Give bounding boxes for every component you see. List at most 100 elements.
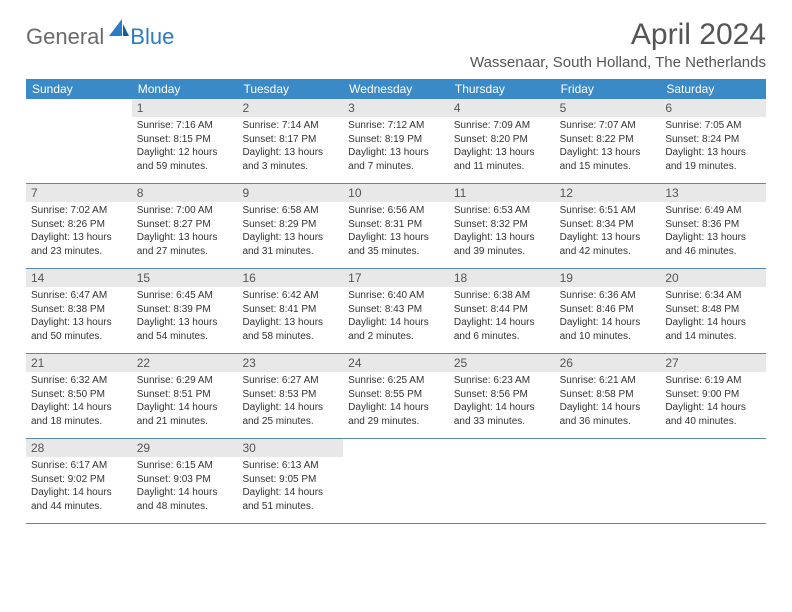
day-number bbox=[660, 439, 766, 457]
location-text: Wassenaar, South Holland, The Netherland… bbox=[470, 54, 766, 71]
day-body: Sunrise: 6:53 AMSunset: 8:32 PMDaylight:… bbox=[449, 202, 555, 264]
day-body: Sunrise: 7:07 AMSunset: 8:22 PMDaylight:… bbox=[555, 117, 661, 179]
day-body: Sunrise: 7:09 AMSunset: 8:20 PMDaylight:… bbox=[449, 117, 555, 179]
day-number: 16 bbox=[237, 269, 343, 287]
day-body: Sunrise: 6:15 AMSunset: 9:03 PMDaylight:… bbox=[132, 457, 238, 519]
day-body: Sunrise: 6:40 AMSunset: 8:43 PMDaylight:… bbox=[343, 287, 449, 349]
week-row: 1Sunrise: 7:16 AMSunset: 8:15 PMDaylight… bbox=[26, 99, 766, 184]
day-number bbox=[26, 99, 132, 117]
day-number: 4 bbox=[449, 99, 555, 117]
day-header-wed: Wednesday bbox=[343, 79, 449, 99]
day-cell: 7Sunrise: 7:02 AMSunset: 8:26 PMDaylight… bbox=[26, 184, 132, 268]
day-number: 24 bbox=[343, 354, 449, 372]
day-number: 28 bbox=[26, 439, 132, 457]
day-number: 26 bbox=[555, 354, 661, 372]
day-body: Sunrise: 6:34 AMSunset: 8:48 PMDaylight:… bbox=[660, 287, 766, 349]
day-number: 2 bbox=[237, 99, 343, 117]
day-cell: 17Sunrise: 6:40 AMSunset: 8:43 PMDayligh… bbox=[343, 269, 449, 353]
day-cell: 1Sunrise: 7:16 AMSunset: 8:15 PMDaylight… bbox=[132, 99, 238, 183]
day-cell: 14Sunrise: 6:47 AMSunset: 8:38 PMDayligh… bbox=[26, 269, 132, 353]
day-header-sat: Saturday bbox=[660, 79, 766, 99]
day-body: Sunrise: 7:05 AMSunset: 8:24 PMDaylight:… bbox=[660, 117, 766, 179]
calendar: Sunday Monday Tuesday Wednesday Thursday… bbox=[26, 79, 766, 524]
day-cell: 24Sunrise: 6:25 AMSunset: 8:55 PMDayligh… bbox=[343, 354, 449, 438]
day-number: 27 bbox=[660, 354, 766, 372]
day-body: Sunrise: 6:19 AMSunset: 9:00 PMDaylight:… bbox=[660, 372, 766, 434]
day-cell: 9Sunrise: 6:58 AMSunset: 8:29 PMDaylight… bbox=[237, 184, 343, 268]
week-row: 14Sunrise: 6:47 AMSunset: 8:38 PMDayligh… bbox=[26, 269, 766, 354]
day-number: 7 bbox=[26, 184, 132, 202]
day-cell: 12Sunrise: 6:51 AMSunset: 8:34 PMDayligh… bbox=[555, 184, 661, 268]
day-cell: 30Sunrise: 6:13 AMSunset: 9:05 PMDayligh… bbox=[237, 439, 343, 523]
day-cell: 23Sunrise: 6:27 AMSunset: 8:53 PMDayligh… bbox=[237, 354, 343, 438]
day-number: 29 bbox=[132, 439, 238, 457]
day-body: Sunrise: 7:02 AMSunset: 8:26 PMDaylight:… bbox=[26, 202, 132, 264]
day-number: 3 bbox=[343, 99, 449, 117]
day-number: 13 bbox=[660, 184, 766, 202]
day-cell: 26Sunrise: 6:21 AMSunset: 8:58 PMDayligh… bbox=[555, 354, 661, 438]
day-number: 17 bbox=[343, 269, 449, 287]
day-cell: 11Sunrise: 6:53 AMSunset: 8:32 PMDayligh… bbox=[449, 184, 555, 268]
day-body: Sunrise: 6:47 AMSunset: 8:38 PMDaylight:… bbox=[26, 287, 132, 349]
day-cell: 19Sunrise: 6:36 AMSunset: 8:46 PMDayligh… bbox=[555, 269, 661, 353]
day-body: Sunrise: 6:29 AMSunset: 8:51 PMDaylight:… bbox=[132, 372, 238, 434]
day-header-row: Sunday Monday Tuesday Wednesday Thursday… bbox=[26, 79, 766, 99]
day-body: Sunrise: 6:38 AMSunset: 8:44 PMDaylight:… bbox=[449, 287, 555, 349]
day-body: Sunrise: 6:58 AMSunset: 8:29 PMDaylight:… bbox=[237, 202, 343, 264]
day-body: Sunrise: 6:25 AMSunset: 8:55 PMDaylight:… bbox=[343, 372, 449, 434]
day-body: Sunrise: 6:13 AMSunset: 9:05 PMDaylight:… bbox=[237, 457, 343, 519]
day-number bbox=[449, 439, 555, 457]
day-cell: 25Sunrise: 6:23 AMSunset: 8:56 PMDayligh… bbox=[449, 354, 555, 438]
day-cell: 29Sunrise: 6:15 AMSunset: 9:03 PMDayligh… bbox=[132, 439, 238, 523]
day-header-tue: Tuesday bbox=[237, 79, 343, 99]
day-body: Sunrise: 6:49 AMSunset: 8:36 PMDaylight:… bbox=[660, 202, 766, 264]
day-cell: 22Sunrise: 6:29 AMSunset: 8:51 PMDayligh… bbox=[132, 354, 238, 438]
day-cell: 5Sunrise: 7:07 AMSunset: 8:22 PMDaylight… bbox=[555, 99, 661, 183]
day-body: Sunrise: 6:51 AMSunset: 8:34 PMDaylight:… bbox=[555, 202, 661, 264]
day-body: Sunrise: 7:16 AMSunset: 8:15 PMDaylight:… bbox=[132, 117, 238, 179]
day-cell bbox=[660, 439, 766, 523]
day-cell: 13Sunrise: 6:49 AMSunset: 8:36 PMDayligh… bbox=[660, 184, 766, 268]
day-number: 18 bbox=[449, 269, 555, 287]
day-number: 21 bbox=[26, 354, 132, 372]
day-body: Sunrise: 6:27 AMSunset: 8:53 PMDaylight:… bbox=[237, 372, 343, 434]
day-cell: 16Sunrise: 6:42 AMSunset: 8:41 PMDayligh… bbox=[237, 269, 343, 353]
week-row: 28Sunrise: 6:17 AMSunset: 9:02 PMDayligh… bbox=[26, 439, 766, 524]
day-header-sun: Sunday bbox=[26, 79, 132, 99]
day-number: 20 bbox=[660, 269, 766, 287]
day-number: 11 bbox=[449, 184, 555, 202]
day-body: Sunrise: 7:00 AMSunset: 8:27 PMDaylight:… bbox=[132, 202, 238, 264]
header: General Blue April 2024 Wassenaar, South… bbox=[26, 18, 766, 71]
day-number: 14 bbox=[26, 269, 132, 287]
day-body: Sunrise: 7:12 AMSunset: 8:19 PMDaylight:… bbox=[343, 117, 449, 179]
day-cell bbox=[343, 439, 449, 523]
month-title: April 2024 bbox=[470, 18, 766, 52]
day-cell: 15Sunrise: 6:45 AMSunset: 8:39 PMDayligh… bbox=[132, 269, 238, 353]
logo-text-blue: Blue bbox=[130, 24, 174, 50]
day-number bbox=[343, 439, 449, 457]
day-number: 12 bbox=[555, 184, 661, 202]
day-cell: 8Sunrise: 7:00 AMSunset: 8:27 PMDaylight… bbox=[132, 184, 238, 268]
title-block: April 2024 Wassenaar, South Holland, The… bbox=[470, 18, 766, 71]
day-number: 22 bbox=[132, 354, 238, 372]
day-header-mon: Monday bbox=[132, 79, 238, 99]
day-cell: 21Sunrise: 6:32 AMSunset: 8:50 PMDayligh… bbox=[26, 354, 132, 438]
day-number: 8 bbox=[132, 184, 238, 202]
day-cell: 2Sunrise: 7:14 AMSunset: 8:17 PMDaylight… bbox=[237, 99, 343, 183]
day-number: 15 bbox=[132, 269, 238, 287]
week-row: 7Sunrise: 7:02 AMSunset: 8:26 PMDaylight… bbox=[26, 184, 766, 269]
day-cell bbox=[26, 99, 132, 183]
day-cell: 6Sunrise: 7:05 AMSunset: 8:24 PMDaylight… bbox=[660, 99, 766, 183]
weeks-container: 1Sunrise: 7:16 AMSunset: 8:15 PMDaylight… bbox=[26, 99, 766, 524]
day-cell: 20Sunrise: 6:34 AMSunset: 8:48 PMDayligh… bbox=[660, 269, 766, 353]
day-body: Sunrise: 6:32 AMSunset: 8:50 PMDaylight:… bbox=[26, 372, 132, 434]
day-body: Sunrise: 7:14 AMSunset: 8:17 PMDaylight:… bbox=[237, 117, 343, 179]
logo-sail-icon bbox=[109, 19, 129, 42]
week-row: 21Sunrise: 6:32 AMSunset: 8:50 PMDayligh… bbox=[26, 354, 766, 439]
day-number: 6 bbox=[660, 99, 766, 117]
day-number: 25 bbox=[449, 354, 555, 372]
logo-text-general: General bbox=[26, 24, 104, 50]
day-number: 1 bbox=[132, 99, 238, 117]
day-number: 5 bbox=[555, 99, 661, 117]
day-header-thu: Thursday bbox=[449, 79, 555, 99]
